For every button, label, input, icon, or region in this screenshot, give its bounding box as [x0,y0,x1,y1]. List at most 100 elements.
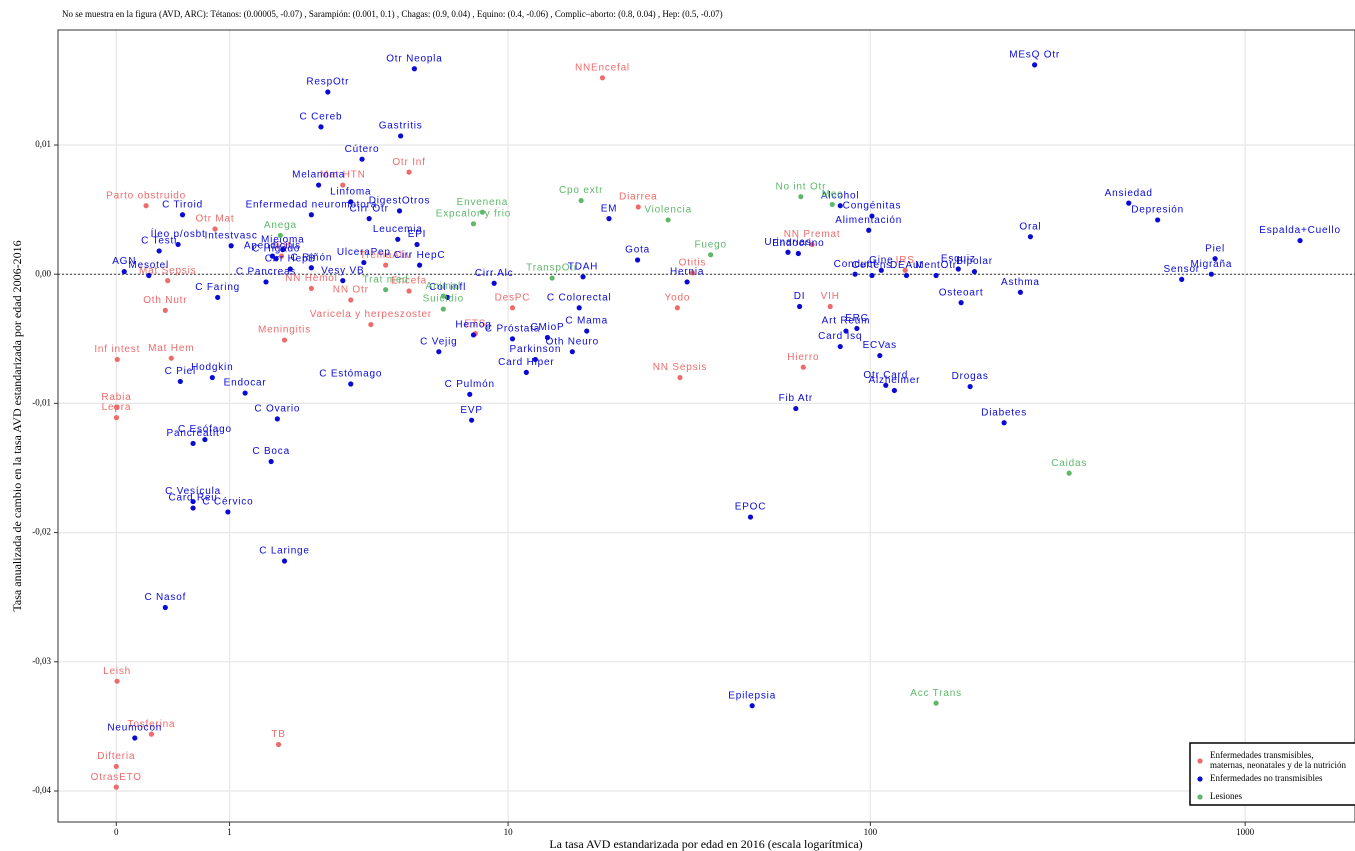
point-label: Mieloma [261,234,304,245]
point-label: Inf intest [94,344,140,355]
point [348,297,354,303]
point [396,208,403,214]
point [440,306,446,312]
point [958,300,964,306]
point [635,204,641,210]
point-label: Otitis [679,258,707,269]
point [215,294,221,301]
point [383,287,389,293]
point-label: Linfoma [330,186,371,197]
point [523,369,529,375]
point-label: TDAH [568,261,598,272]
point-label: DesPC [495,292,531,303]
point-label: EM [601,203,618,214]
point [509,336,516,342]
y-tick-label: -0,04 [32,785,51,795]
point [143,203,149,209]
point [1155,217,1161,223]
point [1179,276,1185,282]
point-label: C Testi [141,236,177,247]
point [177,378,183,385]
point-label: Pancreatit [167,428,220,439]
point-label: Alimentación [835,215,902,226]
legend-label: Lesiones [1210,791,1242,801]
point-label: VIH [821,291,840,302]
point-label: Oth Nutr [143,295,187,306]
point [544,334,551,341]
point-label: Otr Mat [196,214,235,225]
point-label: C Ovario [254,404,300,415]
point-label: C Cereb [300,112,343,123]
point-label: Oral [1019,221,1041,232]
point-label: Sensor [1163,264,1200,275]
point [1066,470,1072,476]
point-label: RespOtr [306,77,349,88]
point-label: Fuego [694,239,726,250]
point-label: Urinarias [764,237,811,248]
point [684,279,690,285]
point [202,436,208,443]
point [383,262,389,268]
point-label: Cirr Alc [475,268,514,279]
point [549,275,555,281]
point-label: DEAut [890,260,923,271]
point-label: Gota [625,245,650,256]
point [287,266,293,272]
point [491,280,497,286]
point-label: Violencia [644,205,692,216]
point-label: Depresión [1131,205,1184,216]
x-tick-label: 1000 [1236,827,1255,837]
point-label: Esquiz [941,254,976,265]
point [162,604,168,611]
point [708,252,714,258]
point [854,325,860,332]
point [275,741,282,748]
point-label: Caidas [1051,458,1087,469]
point [479,209,485,215]
point [1212,256,1218,262]
point [877,352,883,359]
point-label: Cirr HepC [394,250,446,261]
point [414,241,420,248]
point-label: C Nasof [144,592,186,603]
point [168,355,174,361]
point-label: Col infl [429,282,466,293]
point [866,227,872,233]
point-label: Mec [822,189,843,200]
point-label: Art Reum [822,316,871,327]
y-tick-label: -0,01 [32,397,51,407]
point-label: C Boca [252,446,290,457]
point [278,253,285,259]
point [809,241,815,248]
point [580,274,586,280]
point [274,416,280,422]
point-label: C Faring [195,282,240,293]
x-axis-title: La tasa AVD estandarizada por edad en 20… [549,837,862,851]
point [162,307,168,313]
point-label: Acc Trans [910,688,962,699]
point [674,305,680,311]
point [277,232,283,239]
point-label: Suicidio [423,294,464,305]
point [406,288,412,294]
point [829,201,835,208]
point-label: Endocrino [772,238,824,249]
point-label: EPOC [735,502,767,513]
point-label: Mat Sepsis [139,265,196,276]
point-label: C Vejig [420,336,457,347]
point-label: NN Otr [333,285,369,296]
point [1297,237,1303,244]
point-label: Epilepsia [728,690,776,701]
x-tick-label: 10 [504,827,514,837]
point-label: Intestvasc [205,230,258,241]
point-label: Osteoart [939,287,984,298]
legend-box [1189,742,1355,806]
point [967,383,973,390]
point-label: Otr Neopla [386,53,442,64]
point [156,248,162,254]
x-tick-label: 1 [227,827,232,837]
point [837,343,843,350]
point [795,250,801,257]
point-label: Migraña [1190,259,1232,270]
point [933,700,939,706]
